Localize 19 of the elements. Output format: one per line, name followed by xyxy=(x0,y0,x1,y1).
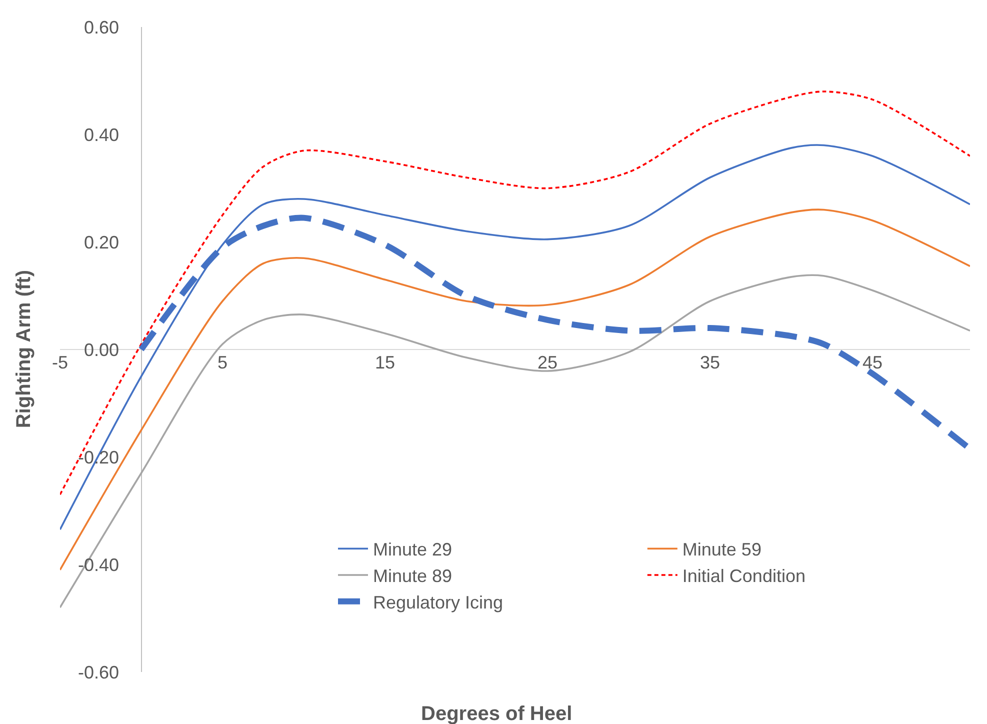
y-tick-label: -0.40 xyxy=(78,554,119,575)
y-tick-label: -0.60 xyxy=(78,662,119,682)
y-tick-label: 0.00 xyxy=(84,340,119,360)
legend-label: Initial Condition xyxy=(682,566,806,586)
x-tick-label: 25 xyxy=(537,352,558,372)
y-tick-label: 0.40 xyxy=(84,124,119,145)
x-tick-label: 5 xyxy=(217,352,228,372)
y-tick-label: 0.20 xyxy=(84,232,119,252)
x-tick-label: -5 xyxy=(52,352,68,372)
x-tick-label: 45 xyxy=(862,352,883,372)
legend-label: Regulatory Icing xyxy=(373,592,504,612)
legend-label: Minute 29 xyxy=(373,540,452,560)
x-tick-label: 15 xyxy=(374,352,396,372)
x-tick-label: 35 xyxy=(700,352,720,372)
y-tick-label: 0.60 xyxy=(84,17,119,38)
x-axis-title: Degrees of Heel xyxy=(421,703,572,724)
legend-label: Minute 59 xyxy=(682,540,762,560)
y-axis-title: Righting Arm (ft) xyxy=(13,270,36,428)
legend-label: Minute 89 xyxy=(373,566,452,586)
